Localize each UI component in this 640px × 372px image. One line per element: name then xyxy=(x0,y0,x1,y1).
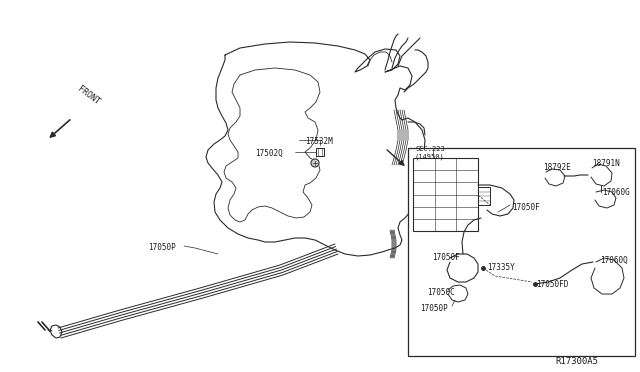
Bar xyxy=(408,148,635,356)
Text: 17060Q: 17060Q xyxy=(600,256,628,265)
Text: FRONT: FRONT xyxy=(76,85,101,107)
Text: 17050P: 17050P xyxy=(148,243,176,252)
Circle shape xyxy=(311,159,319,167)
Text: 18791N: 18791N xyxy=(592,159,620,168)
Bar xyxy=(316,148,324,156)
Text: 17050P: 17050P xyxy=(420,304,448,313)
Text: 18792E: 18792E xyxy=(543,163,571,172)
Text: 17050F: 17050F xyxy=(512,203,540,212)
Text: 17060G: 17060G xyxy=(602,188,630,197)
Bar xyxy=(413,158,478,231)
Text: SEC.223: SEC.223 xyxy=(415,146,445,152)
Bar xyxy=(478,187,490,205)
Text: 17532M: 17532M xyxy=(305,137,333,146)
Text: 17050FD: 17050FD xyxy=(536,280,568,289)
Text: 17502Q: 17502Q xyxy=(255,149,283,158)
Text: R17300A5: R17300A5 xyxy=(555,357,598,366)
Text: 17050F: 17050F xyxy=(432,253,460,262)
Text: (14950): (14950) xyxy=(415,153,445,160)
Text: 17335Y: 17335Y xyxy=(487,263,515,272)
Text: 17050C: 17050C xyxy=(427,288,455,297)
